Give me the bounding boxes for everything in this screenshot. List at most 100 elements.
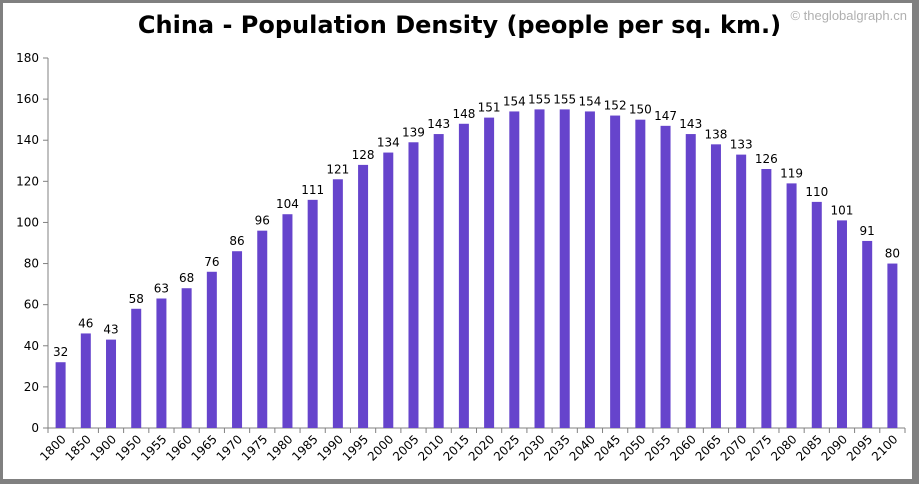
- x-tick-label: 1995: [340, 432, 371, 463]
- x-tick-label: 2065: [693, 432, 724, 463]
- data-label-1965: 76: [204, 255, 219, 269]
- y-tick-label: 40: [24, 339, 39, 353]
- bar-1965: [206, 271, 217, 428]
- bar-1955: [156, 298, 167, 428]
- data-label-2010: 143: [427, 117, 450, 131]
- bar-2005: [408, 142, 419, 428]
- x-tick-label: 1850: [62, 432, 93, 463]
- data-label-2030: 155: [528, 92, 551, 106]
- y-tick-label: 80: [24, 257, 39, 271]
- x-tick-label: 1955: [138, 432, 169, 463]
- x-tick-label: 1980: [264, 432, 295, 463]
- bar-1850: [80, 333, 91, 428]
- x-tick-label: 2040: [567, 432, 598, 463]
- data-label-1950: 58: [129, 292, 144, 306]
- data-label-2040: 154: [578, 94, 601, 108]
- data-label-1990: 121: [326, 162, 349, 176]
- watermark: © theglobalgraph.cn: [790, 8, 907, 23]
- y-tick-label: 120: [16, 174, 39, 188]
- y-tick-label: 180: [16, 51, 39, 65]
- x-tick-label: 1950: [113, 432, 144, 463]
- x-tick-label: 2060: [667, 432, 698, 463]
- bar-2060: [685, 134, 696, 429]
- bar-1950: [131, 308, 142, 428]
- x-tick-label: 2055: [642, 432, 673, 463]
- bar-1900: [106, 339, 117, 428]
- bar-2045: [610, 115, 621, 429]
- bar-1995: [358, 164, 369, 428]
- x-tick-label: 1960: [163, 432, 194, 463]
- x-tick-label: 1800: [37, 432, 68, 463]
- bar-1985: [307, 199, 318, 428]
- x-tick-label: 2030: [516, 432, 547, 463]
- data-label-2065: 138: [705, 127, 728, 141]
- bar-2015: [458, 123, 469, 429]
- bar-1970: [232, 251, 243, 428]
- x-tick-label: 2045: [592, 432, 623, 463]
- bar-2000: [383, 152, 394, 429]
- data-label-2095: 91: [860, 224, 875, 238]
- x-tick-label: 1900: [88, 432, 119, 463]
- data-label-2050: 150: [629, 103, 652, 117]
- chart-title: China - Population Density (people per s…: [137, 11, 782, 39]
- data-label-1955: 63: [154, 282, 169, 296]
- x-tick-label: 2020: [466, 432, 497, 463]
- x-tick-label: 2050: [617, 432, 648, 463]
- x-tick-label: 2070: [718, 432, 749, 463]
- y-tick-label: 160: [16, 92, 39, 106]
- data-label-2055: 147: [654, 109, 677, 123]
- data-label-1985: 111: [301, 183, 324, 197]
- bar-2055: [660, 125, 671, 428]
- bar-1975: [257, 230, 268, 428]
- x-tick-label: 2095: [844, 432, 875, 463]
- data-label-1800: 32: [53, 345, 68, 359]
- bar-2070: [736, 154, 747, 428]
- data-label-2085: 110: [805, 185, 828, 199]
- bar-2050: [635, 119, 646, 429]
- x-tick-label: 2025: [491, 432, 522, 463]
- data-label-2075: 126: [755, 152, 778, 166]
- x-tick-label: 1990: [314, 432, 345, 463]
- x-tick-label: 2005: [390, 432, 421, 463]
- data-label-1850: 46: [78, 316, 93, 330]
- x-tick-label: 2100: [869, 432, 900, 463]
- bar-1980: [282, 214, 293, 428]
- bar-2030: [534, 109, 545, 428]
- data-label-2100: 80: [885, 247, 900, 261]
- x-tick-label: 2000: [365, 432, 396, 463]
- data-label-2035: 155: [553, 92, 576, 106]
- bar-2080: [786, 183, 797, 428]
- y-tick-label: 100: [16, 215, 39, 229]
- bar-2065: [710, 144, 721, 429]
- data-label-2045: 152: [604, 99, 627, 113]
- data-label-2025: 154: [503, 94, 526, 108]
- data-label-2005: 139: [402, 125, 425, 139]
- bar-2090: [836, 220, 847, 428]
- bar-2075: [761, 169, 772, 428]
- x-tick-label: 2015: [441, 432, 472, 463]
- x-tick-label: 1975: [239, 432, 270, 463]
- x-tick-label: 2075: [743, 432, 774, 463]
- x-tick-label: 2080: [768, 432, 799, 463]
- x-tick-label: 2035: [541, 432, 572, 463]
- x-tick-label: 2010: [415, 432, 446, 463]
- bar-2100: [887, 263, 898, 428]
- y-tick-label: 140: [16, 133, 39, 147]
- bar-2040: [584, 111, 595, 428]
- bar-2010: [433, 134, 444, 429]
- data-label-2070: 133: [730, 138, 753, 152]
- bar-1990: [332, 179, 343, 428]
- bar-1960: [181, 288, 192, 428]
- y-tick-label: 0: [31, 421, 39, 435]
- data-label-1960: 68: [179, 271, 194, 285]
- data-label-1970: 86: [229, 234, 244, 248]
- data-label-1980: 104: [276, 197, 299, 211]
- data-label-2080: 119: [780, 166, 803, 180]
- y-tick-label: 20: [24, 380, 39, 394]
- bar-2020: [484, 117, 495, 428]
- data-label-2015: 148: [452, 107, 475, 121]
- bar-2095: [862, 240, 873, 428]
- bar-2085: [811, 201, 822, 428]
- x-tick-label: 2085: [793, 432, 824, 463]
